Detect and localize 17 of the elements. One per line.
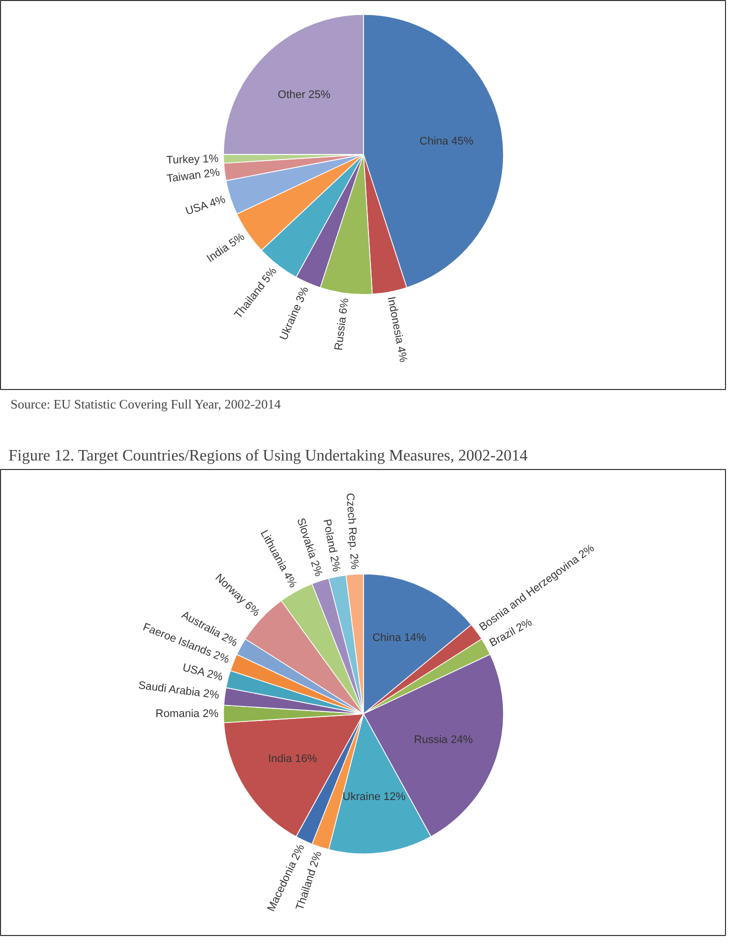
source-note: Source: EU Statistic Covering Full Year, 2002-2014 bbox=[10, 396, 282, 412]
slice-label: Other 25% bbox=[278, 89, 331, 102]
slice-label: Russia 24% bbox=[414, 734, 473, 746]
slice-label: Taiwan 2% bbox=[166, 166, 221, 186]
slice-label: Ukraine 12% bbox=[342, 791, 406, 804]
slice-label: India 5% bbox=[204, 230, 248, 265]
chart-title: Figure 12. Target Countries/Regions of Using Undertaking Measures, 2002-2014 bbox=[8, 448, 528, 464]
slice-label: Slovakia 2% bbox=[294, 516, 324, 578]
slice-label: China 45% bbox=[420, 135, 474, 148]
slice-label: USA 4% bbox=[184, 194, 228, 218]
slice-label: India 16% bbox=[268, 752, 318, 765]
slice-label: Romania 2% bbox=[156, 708, 219, 720]
slice-label: Czech Rep. 2% bbox=[344, 492, 360, 570]
slice-label: Turkey 1% bbox=[166, 152, 219, 167]
slice-label: Indonesia 4% bbox=[384, 296, 410, 364]
slice-label: China 14% bbox=[372, 632, 426, 644]
slice-label: Russia 6% bbox=[332, 297, 352, 352]
